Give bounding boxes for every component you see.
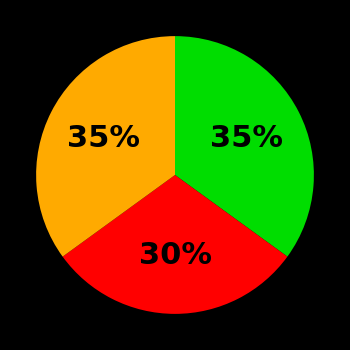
Wedge shape <box>36 36 175 257</box>
Wedge shape <box>175 36 314 257</box>
Text: 30%: 30% <box>139 241 211 270</box>
Wedge shape <box>63 175 287 314</box>
Text: 35%: 35% <box>67 124 140 153</box>
Text: 35%: 35% <box>210 124 283 153</box>
